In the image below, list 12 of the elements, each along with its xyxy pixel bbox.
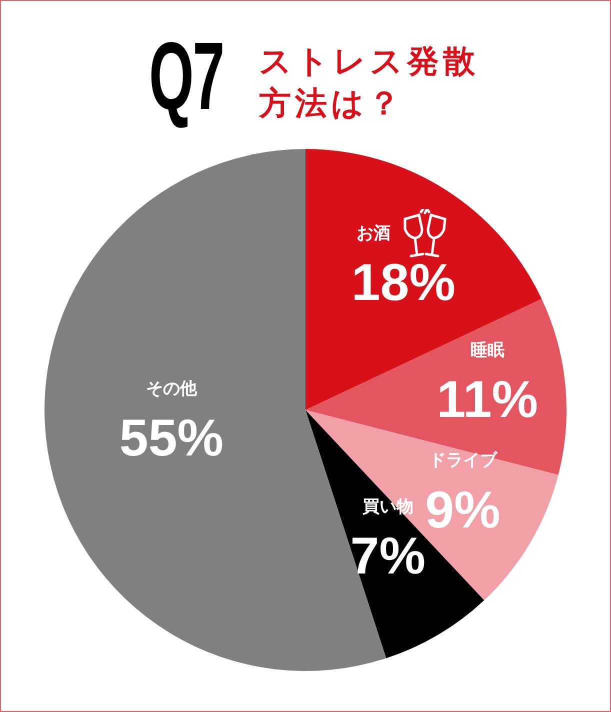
slice-label: その他 [146,378,198,398]
chart-subtitle: ストレス発散方法は？ [259,42,480,123]
chart-title: Q7 [149,23,224,130]
slice-label: ドライブ [428,450,498,470]
slice-label: 買い物 [361,496,414,516]
data-label: 7% [350,528,426,586]
slice-label: 睡眠 [470,340,504,360]
data-label: 55% [119,410,224,468]
data-label: 9% [425,481,500,540]
slice-label: お酒 [356,223,390,242]
data-label: 11% [436,371,538,430]
data-label: 18% [351,254,456,312]
